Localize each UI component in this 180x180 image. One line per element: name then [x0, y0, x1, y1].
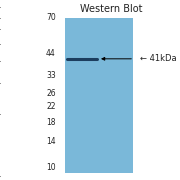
Text: Western Blot: Western Blot [80, 4, 143, 15]
Text: 44: 44 [46, 49, 56, 58]
Text: 70: 70 [46, 13, 56, 22]
Text: 22: 22 [46, 102, 56, 111]
Text: 10: 10 [46, 163, 56, 172]
Text: 14: 14 [46, 137, 56, 146]
Text: 18: 18 [46, 118, 56, 127]
FancyBboxPatch shape [65, 18, 133, 173]
Text: 33: 33 [46, 71, 56, 80]
Text: ← 41kDa: ← 41kDa [140, 54, 177, 63]
Text: 26: 26 [46, 89, 56, 98]
